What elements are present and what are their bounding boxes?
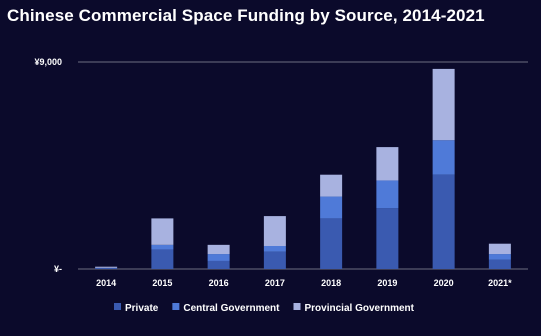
legend-label: Provincial Government: [305, 303, 415, 314]
legend-swatch: [172, 303, 180, 310]
bar-private-2021: [488, 259, 511, 269]
x-tick-label: 2017: [265, 278, 285, 288]
bar-private-2016: [207, 260, 230, 269]
x-tick-label: 2020: [434, 278, 454, 288]
bar-provincial-government-2019: [376, 147, 399, 181]
legend-label: Central Government: [183, 303, 280, 314]
y-tick-label: ¥9,000: [34, 57, 62, 67]
legend-swatch: [293, 303, 301, 310]
x-tick-label: 2016: [209, 278, 229, 288]
gridlines: [78, 61, 528, 270]
bar-private-2019: [376, 208, 399, 269]
bar-private-2014: [95, 267, 118, 269]
bar-provincial-government-2018: [320, 174, 343, 197]
bar-central-government-2018: [320, 196, 343, 219]
x-tick-label: 2021*: [488, 278, 512, 288]
x-tick-label: 2015: [152, 278, 172, 288]
bar-private-2020: [432, 174, 455, 269]
y-axis-ticks: ¥- ¥9,000: [34, 57, 62, 274]
x-tick-label: 2014: [96, 278, 116, 288]
bar-central-government-2019: [376, 180, 399, 209]
bar-central-government-2017: [263, 246, 286, 252]
x-tick-label: 2018: [321, 278, 341, 288]
bar-central-government-2020: [432, 140, 455, 175]
legend-label: Private: [125, 303, 159, 314]
bars: [95, 68, 511, 269]
bar-provincial-government-2020: [432, 68, 455, 141]
bar-provincial-government-2021: [488, 243, 511, 255]
chart-title: Chinese Commercial Space Funding by Sour…: [7, 6, 485, 25]
bar-provincial-government-2017: [263, 216, 286, 246]
bar-private-2017: [263, 251, 286, 269]
bar-private-2018: [320, 218, 343, 269]
legend: Private Central Government Provincial Gove…: [114, 303, 415, 314]
legend-swatch: [114, 303, 121, 310]
bar-provincial-government-2014: [95, 266, 118, 268]
x-axis-ticks: 2014 2015 2016 2017 2018 2019 2020 2021*: [96, 278, 512, 288]
bar-central-government-2015: [151, 244, 174, 250]
bar-central-government-2016: [207, 254, 230, 261]
bar-provincial-government-2016: [207, 244, 230, 255]
bar-provincial-government-2015: [151, 218, 174, 245]
x-tick-label: 2019: [377, 278, 397, 288]
bar-central-government-2021: [488, 254, 511, 260]
y-tick-label: ¥-: [54, 264, 62, 274]
bar-private-2015: [151, 249, 174, 269]
